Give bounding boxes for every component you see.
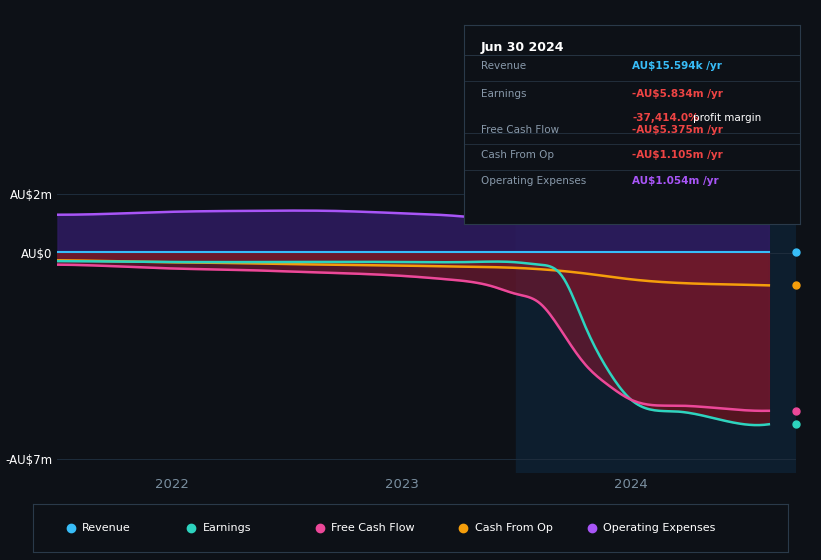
- Text: -AU$1.105m /yr: -AU$1.105m /yr: [632, 151, 723, 161]
- Text: -37,414.0%: -37,414.0%: [632, 113, 699, 123]
- Text: Revenue: Revenue: [82, 523, 131, 533]
- Text: Jun 30 2024: Jun 30 2024: [481, 41, 564, 54]
- Text: Revenue: Revenue: [481, 61, 525, 71]
- Text: -AU$5.375m /yr: -AU$5.375m /yr: [632, 125, 723, 134]
- Text: Cash From Op: Cash From Op: [481, 151, 553, 161]
- Bar: [516, 174, 819, 473]
- Text: Operating Expenses: Operating Expenses: [603, 523, 715, 533]
- Text: Free Cash Flow: Free Cash Flow: [481, 125, 559, 134]
- Text: -AU$5.834m /yr: -AU$5.834m /yr: [632, 89, 723, 99]
- Text: Operating Expenses: Operating Expenses: [481, 176, 586, 186]
- Text: Free Cash Flow: Free Cash Flow: [331, 523, 415, 533]
- Text: Earnings: Earnings: [481, 89, 526, 99]
- Text: profit margin: profit margin: [693, 113, 761, 123]
- Text: Earnings: Earnings: [203, 523, 251, 533]
- Text: AU$15.594k /yr: AU$15.594k /yr: [632, 61, 722, 71]
- Text: Cash From Op: Cash From Op: [475, 523, 553, 533]
- Text: AU$1.054m /yr: AU$1.054m /yr: [632, 176, 719, 186]
